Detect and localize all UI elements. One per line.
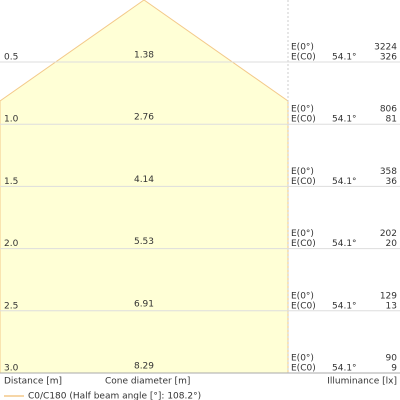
footer-illuminance: Illuminance [lx] xyxy=(327,377,397,387)
angle: 54.1° xyxy=(332,301,357,311)
footer-distance: Distance [m] xyxy=(4,377,62,387)
distance: 3.0 xyxy=(4,364,19,374)
angle: 54.1° xyxy=(332,177,357,187)
distance: 0.5 xyxy=(4,53,18,63)
ec0-value: 9 xyxy=(391,364,397,374)
ec0-value: 81 xyxy=(386,115,397,125)
diameter: 4.14 xyxy=(134,175,154,185)
distance: 1.5 xyxy=(4,177,18,187)
ec0-value: 13 xyxy=(386,301,397,311)
legend-text: C0/C180 (Half beam angle [°]: 108.2°) xyxy=(28,392,201,400)
diameter: 6.91 xyxy=(134,299,154,309)
ec0-label: E(C0) xyxy=(291,364,316,374)
ec0-label: E(C0) xyxy=(291,115,316,125)
distance: 2.0 xyxy=(4,239,19,249)
e0-value: 806 xyxy=(380,105,397,115)
e0-value: 90 xyxy=(386,354,398,364)
diameter: 8.29 xyxy=(134,362,154,372)
e0-label: E(0°) xyxy=(291,354,314,364)
e0-label: E(0°) xyxy=(291,105,314,115)
e0-label: E(0°) xyxy=(291,229,314,239)
e0-label: E(0°) xyxy=(291,167,314,177)
e0-label: E(0°) xyxy=(291,43,314,53)
ec0-label: E(C0) xyxy=(291,239,316,249)
angle: 54.1° xyxy=(332,53,357,63)
diameter: 1.38 xyxy=(134,51,154,61)
e0-value: 202 xyxy=(380,229,397,239)
e0-label: E(0°) xyxy=(291,291,314,301)
ec0-value: 36 xyxy=(386,177,398,187)
angle: 54.1° xyxy=(332,239,357,249)
angle: 54.1° xyxy=(332,364,357,374)
e0-value: 129 xyxy=(380,291,397,301)
ec0-label: E(C0) xyxy=(291,301,316,311)
diameter: 5.53 xyxy=(134,237,154,247)
ec0-label: E(C0) xyxy=(291,177,316,187)
distance: 1.0 xyxy=(4,115,19,125)
distance: 2.5 xyxy=(4,301,18,311)
diameter: 2.76 xyxy=(134,113,154,123)
ec0-value: 20 xyxy=(386,239,398,249)
footer-diameter: Cone diameter [m] xyxy=(105,377,190,387)
ec0-label: E(C0) xyxy=(291,53,316,63)
e0-value: 3224 xyxy=(374,43,397,53)
angle: 54.1° xyxy=(332,115,357,125)
e0-value: 358 xyxy=(380,167,397,177)
ec0-value: 326 xyxy=(380,53,397,63)
